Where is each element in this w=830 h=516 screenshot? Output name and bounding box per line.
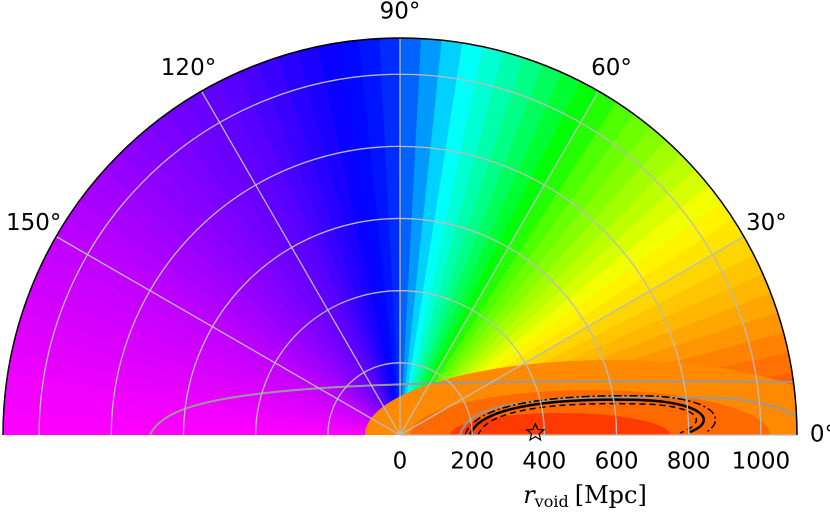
theta-tick-label: 150° xyxy=(6,210,61,236)
theta-tick-label: 60° xyxy=(591,55,632,81)
grid-spoke xyxy=(399,235,745,436)
theta-tick-label: 120° xyxy=(161,55,216,81)
contour-line xyxy=(477,402,698,435)
r-tick-label: 0 xyxy=(393,449,408,475)
marker xyxy=(525,422,546,442)
grid-spoke xyxy=(399,90,600,436)
grid-spoke xyxy=(200,90,401,436)
r-tick-label: 200 xyxy=(450,449,494,475)
r-tick-label: 600 xyxy=(595,449,639,475)
theta-tick-label: 30° xyxy=(746,210,787,236)
r-tick-label: 800 xyxy=(667,449,711,475)
frame xyxy=(2,37,798,436)
contour-line xyxy=(459,396,797,435)
contour-line xyxy=(464,394,717,435)
field-sector xyxy=(3,413,401,435)
contour-line xyxy=(149,380,797,435)
axis-subscript: void xyxy=(534,492,569,511)
r-tick-label: 400 xyxy=(522,449,566,475)
axis-unit: [Mpc] xyxy=(575,481,647,509)
grid-spoke xyxy=(55,235,401,436)
axis-symbol: r xyxy=(523,481,536,509)
contours xyxy=(149,360,797,435)
r-tick-label: 1000 xyxy=(732,449,791,475)
contour-fill xyxy=(365,360,797,435)
theta-tick-label: 0° xyxy=(810,422,830,448)
theta-tick-label: 90° xyxy=(380,0,421,25)
grid xyxy=(38,38,797,436)
labels: 0 200 400 600 800 1000 0° 30° 60° 90° 120° 150° xyxy=(6,0,830,475)
x-axis-label: rvoid [Mpc] xyxy=(523,481,647,511)
contour-line xyxy=(468,398,705,435)
contour-fill xyxy=(450,413,670,435)
